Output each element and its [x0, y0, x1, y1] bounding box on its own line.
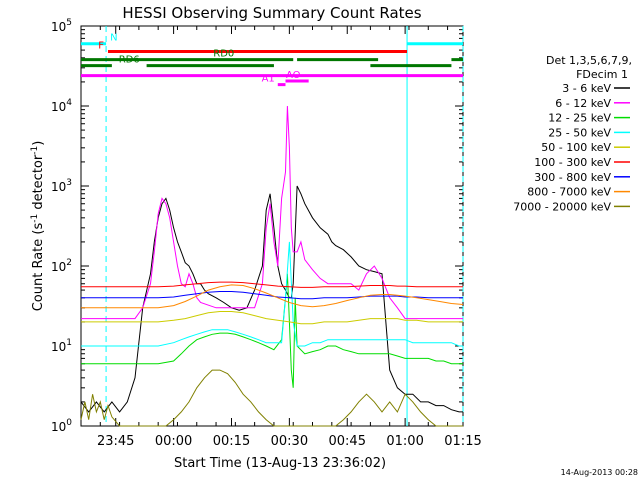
y-tick-base: 10	[51, 340, 66, 354]
x-tick-label-2: 00:15	[213, 434, 250, 449]
y-tick-exp: 2	[66, 258, 72, 268]
legend-header-1: Det 1,3,5,6,7,9,	[546, 54, 632, 67]
x-tick-label-5: 01:00	[386, 434, 423, 449]
series-line-6	[81, 291, 463, 300]
legend: Det 1,3,5,6,7,9, FDecim 1 3 - 6 keV 6 - 1…	[513, 54, 632, 213]
series-line-1	[81, 105, 463, 320]
y-label-sup2: -1	[30, 146, 40, 155]
legend-label-5: 100 - 300 keV	[534, 156, 611, 169]
series-line-2	[81, 273, 463, 388]
y-tick-label-5: 105	[51, 18, 72, 34]
x-tick-label-0: 23:45	[97, 434, 134, 449]
x-tick-label-6: 01:15	[444, 434, 481, 449]
series-lines	[80, 105, 464, 427]
y-tick-exp: 3	[66, 178, 72, 188]
legend-label-7: 800 - 7000 keV	[527, 186, 611, 199]
series-line-7	[81, 284, 464, 309]
x-tick-label-3: 00:30	[271, 434, 308, 449]
y-tick-label-3: 103	[51, 178, 72, 194]
x-tick-label-4: 00:45	[329, 434, 366, 449]
y-label-main: Count Rate (s	[31, 223, 46, 312]
y-tick-base: 10	[51, 420, 66, 434]
y-tick-label-2: 102	[51, 258, 72, 274]
y-tick-label-0: 100	[51, 418, 72, 434]
state-bar-label-1: F	[98, 41, 104, 52]
y-axis-label: Count Rate (s-1 detector-1)	[30, 141, 46, 312]
y-label-end: )	[31, 141, 46, 146]
y-tick-label-4: 104	[51, 98, 72, 114]
state-bar-label-2: RD0	[213, 49, 234, 60]
y-tick-base: 10	[51, 100, 66, 114]
state-bar-label-6: A1	[262, 74, 275, 85]
axis-ticks: 23:45 00:00 00:15 00:30 00:45 01:00 01:1510010…	[51, 18, 482, 449]
y-tick-exp: 4	[66, 98, 72, 108]
x-tick-label-1: 00:00	[155, 434, 192, 449]
legend-label-0: 3 - 6 keV	[562, 82, 611, 95]
y-tick-exp: 1	[66, 338, 72, 348]
legend-header-2: FDecim 1	[576, 68, 628, 81]
y-tick-base: 10	[51, 20, 66, 34]
legend-label-1: 6 - 12 keV	[555, 97, 611, 110]
legend-label-8: 7000 - 20000 keV	[513, 200, 611, 213]
vertical-markers	[105, 26, 464, 426]
y-tick-base: 10	[51, 260, 66, 274]
series-line-4	[81, 311, 463, 325]
legend-label-3: 25 - 50 keV	[548, 126, 611, 139]
state-bar-label-0: N	[110, 33, 117, 44]
state-bars: NF RD0 RD6 AO A1	[81, 33, 463, 87]
y-tick-label-1: 101	[51, 338, 72, 354]
state-bar-label-5: AO	[286, 70, 301, 81]
y-tick-base: 10	[51, 180, 66, 194]
y-tick-exp: 5	[66, 18, 72, 28]
y-label-sup: -1	[30, 214, 40, 223]
series-line-3	[81, 241, 463, 347]
chart-title: HESSI Observing Summary Count Rates	[122, 4, 421, 22]
legend-label-2: 12 - 25 keV	[548, 112, 611, 125]
legend-label-6: 300 - 800 keV	[534, 171, 611, 184]
series-line-5	[81, 281, 463, 288]
y-tick-exp: 0	[66, 418, 72, 428]
timestamp: 14-Aug-2013 00:28	[561, 468, 638, 477]
series-line-8	[80, 369, 463, 427]
state-bar-label-3: RD6	[119, 55, 140, 66]
x-axis-label: Start Time (13-Aug-13 23:36:02)	[174, 456, 386, 471]
legend-label-4: 50 - 100 keV	[541, 141, 611, 154]
y-label-tail: detector	[31, 154, 46, 214]
